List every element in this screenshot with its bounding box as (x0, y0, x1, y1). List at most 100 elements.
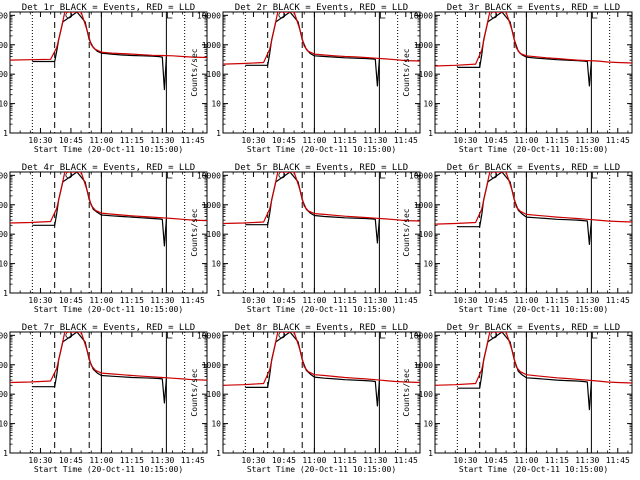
y-tick-label: 100 (419, 230, 434, 239)
x-axis-label: Start Time (20-Oct-11 10:15:00) (247, 145, 396, 154)
x-tick-label: 11:45 (394, 296, 418, 305)
y-tick-label: 10000 (0, 331, 8, 340)
x-tick-label: 11:30 (575, 136, 599, 145)
events-series-line (32, 332, 167, 404)
top-marker-step (379, 12, 386, 19)
x-tick-label: 10:45 (59, 136, 83, 145)
top-marker-step (379, 332, 386, 339)
top-marker-step (166, 332, 173, 339)
top-marker-step (591, 172, 598, 179)
events-series-line (32, 172, 167, 247)
chart-title: Det 6r BLACK = Events, RED = LLD (447, 163, 620, 173)
y-tick-label: 10000 (409, 331, 433, 340)
x-tick-label: 10:45 (59, 456, 83, 465)
y-tick-label: 1 (216, 449, 221, 458)
x-tick-label: 11:45 (394, 456, 418, 465)
y-tick-label: 1000 (414, 361, 433, 370)
events-series-line (457, 172, 592, 245)
y-tick-label: 100 (207, 230, 222, 239)
x-axis-label: Start Time (20-Oct-11 10:15:00) (247, 465, 396, 474)
events-series-line (457, 12, 592, 87)
events-series-line (245, 172, 380, 244)
plot-frame (9, 331, 208, 454)
x-tick-label: 11:00 (302, 456, 326, 465)
y-tick-label: 10000 (197, 331, 221, 340)
chart-panel: Det 7r BLACK = Events, RED = LLD 1 10 100 10… (0, 323, 208, 474)
y-tick-label: 10 (211, 420, 221, 429)
x-tick-label: 10:30 (453, 136, 477, 145)
y-tick-label: 1 (3, 289, 8, 298)
series-group (435, 172, 632, 245)
series-group (10, 172, 207, 247)
x-axis-label: Start Time (20-Oct-11 10:15:00) (34, 305, 183, 314)
x-tick-label: 10:30 (28, 296, 52, 305)
x-tick-label: 11:15 (120, 136, 144, 145)
chart-panel: Det 9r BLACK = Events, RED = LLD 1 10 100 10… (402, 323, 633, 474)
chart-panel: Det 1r BLACK = Events, RED = LLD 1 10 100 10… (0, 3, 208, 154)
x-tick-label: 10:45 (272, 296, 296, 305)
y-tick-label: 10 (211, 260, 221, 269)
x-tick-label: 11:30 (363, 136, 387, 145)
x-tick-label: 10:30 (453, 456, 477, 465)
y-tick-label: 10000 (409, 11, 433, 20)
vline-group (244, 172, 399, 293)
y-tick-label: 10000 (409, 171, 433, 180)
y-tick-label: 100 (0, 230, 8, 239)
chart-panel: Det 4r BLACK = Events, RED = LLD 1 10 100 10… (0, 163, 208, 314)
y-tick-label: 100 (0, 70, 8, 79)
top-marker-step (591, 12, 598, 19)
x-tick-label: 11:45 (181, 296, 205, 305)
y-tick-label: 1000 (414, 201, 433, 210)
lld-series-line (10, 332, 207, 384)
chart-title: Det 5r BLACK = Events, RED = LLD (235, 163, 408, 173)
y-tick-label: 10 (423, 260, 433, 269)
x-tick-label: 11:45 (606, 136, 630, 145)
chart-title: Det 1r BLACK = Events, RED = LLD (22, 3, 195, 13)
y-axis-label: Counts/sec (402, 208, 411, 256)
x-tick-label: 10:45 (484, 456, 508, 465)
top-marker-step (591, 332, 598, 339)
y-tick-label: 1000 (202, 41, 221, 50)
y-tick-label: 100 (419, 70, 434, 79)
x-tick-label: 10:45 (484, 296, 508, 305)
y-tick-label: 1000 (202, 361, 221, 370)
events-series-line (245, 12, 380, 87)
y-tick-label: 1000 (414, 41, 433, 50)
lld-series-line (223, 332, 420, 386)
x-axis-label: Start Time (20-Oct-11 10:15:00) (459, 305, 608, 314)
chart-title: Det 3r BLACK = Events, RED = LLD (447, 3, 620, 13)
y-tick-label: 1 (3, 129, 8, 138)
x-tick-label: 11:45 (181, 456, 205, 465)
x-tick-label: 11:15 (333, 296, 357, 305)
plot-frame (222, 171, 421, 294)
x-tick-label: 10:30 (241, 456, 265, 465)
vline-group (244, 12, 399, 133)
x-tick-label: 11:00 (514, 136, 538, 145)
series-group (223, 332, 420, 407)
vline-group (31, 12, 186, 133)
y-tick-label: 1000 (0, 201, 8, 210)
y-tick-label: 10 (211, 100, 221, 109)
y-tick-label: 10 (0, 420, 8, 429)
y-axis-label: Counts/sec (190, 208, 199, 256)
vline-group (456, 172, 611, 293)
y-tick-label: 100 (0, 390, 8, 399)
y-tick-label: 1 (428, 129, 433, 138)
y-axis-label: Counts/sec (402, 368, 411, 416)
x-tick-label: 10:30 (28, 456, 52, 465)
lld-series-line (223, 172, 420, 225)
y-tick-label: 1 (216, 129, 221, 138)
x-tick-label: 11:15 (120, 456, 144, 465)
chart-title: Det 9r BLACK = Events, RED = LLD (447, 323, 620, 333)
y-tick-label: 100 (419, 390, 434, 399)
x-tick-label: 11:00 (302, 296, 326, 305)
x-tick-label: 10:30 (28, 136, 52, 145)
x-tick-label: 10:30 (241, 296, 265, 305)
vline-group (456, 12, 611, 133)
lld-series-line (435, 332, 632, 386)
plot-frame (9, 11, 208, 134)
y-tick-label: 1000 (0, 41, 8, 50)
y-tick-label: 10000 (197, 11, 221, 20)
x-tick-label: 11:30 (363, 296, 387, 305)
